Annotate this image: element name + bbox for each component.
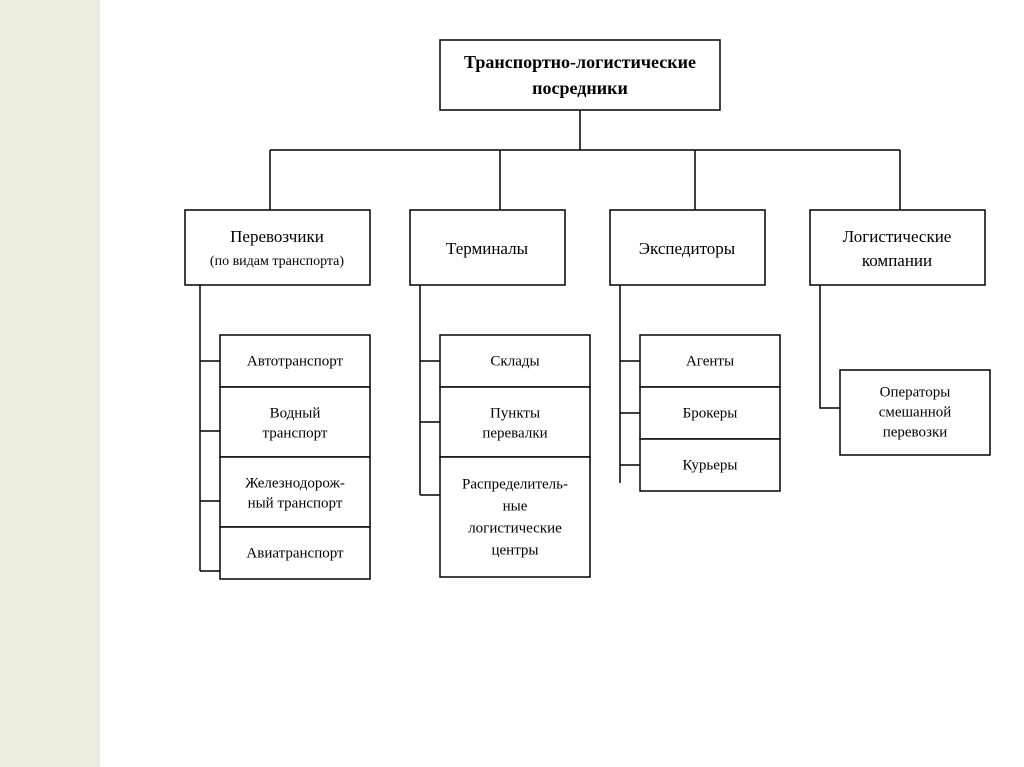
leaf-terminals-1-t1: Пункты — [490, 405, 540, 421]
leaf-carriers-3-t: Авиатранспорт — [246, 545, 344, 561]
root-line1: Транспортно-логистические — [464, 52, 696, 72]
leaf-terminals-2-t2: ные — [503, 498, 528, 514]
leaf-carriers-2-t1: Железнодорож- — [245, 475, 345, 491]
leaf-terminals-2 — [440, 457, 590, 577]
leaf-forwarders-1-t: Брокеры — [683, 405, 738, 421]
leaf-carriers-1-t1: Водный — [270, 405, 321, 421]
leaf-terminals-2-t3: логистические — [468, 520, 562, 536]
root-node — [440, 40, 720, 110]
leaf-terminals-2-t1: Распределитель- — [462, 476, 568, 492]
leaf-terminals-1-t2: перевалки — [482, 425, 547, 441]
leaf-forwarders-0-t: Агенты — [686, 353, 734, 369]
leaf-carriers-0-t: Автотранспорт — [247, 353, 344, 369]
leaf-carriers-1-t2: транспорт — [263, 425, 328, 441]
leaf-forwarders-2-t: Курьеры — [683, 457, 738, 473]
label-logistics-2: компании — [862, 251, 932, 270]
conn-logistics-spine — [820, 285, 840, 408]
leaf-carriers-1 — [220, 387, 370, 457]
leaf-logistics-0-t2: смешанной — [879, 404, 952, 420]
leaf-logistics-0-t1: Операторы — [880, 384, 951, 400]
label-logistics-1: Логистические — [843, 227, 952, 246]
label-forwarders: Экспедиторы — [639, 239, 736, 258]
leaf-terminals-1 — [440, 387, 590, 457]
node-carriers — [185, 210, 370, 285]
org-chart-svg: Транспортно-логистические посредники Пер… — [100, 0, 1024, 767]
diagram-canvas: Транспортно-логистические посредники Пер… — [100, 0, 1024, 767]
leaf-logistics-0-t3: перевозки — [883, 424, 948, 440]
root-line2: посредники — [532, 78, 628, 98]
leaf-carriers-2 — [220, 457, 370, 527]
node-logistics — [810, 210, 985, 285]
label-terminals: Терминалы — [446, 239, 529, 258]
label-carriers-sub: (по видам транспорта) — [210, 254, 344, 269]
leaf-terminals-0-t: Склады — [490, 353, 539, 369]
leaf-terminals-2-t4: центры — [491, 542, 538, 558]
label-carriers: Перевозчики — [230, 227, 324, 246]
leaf-carriers-2-t2: ный транспорт — [248, 495, 343, 511]
decorative-sidebar — [0, 0, 100, 767]
